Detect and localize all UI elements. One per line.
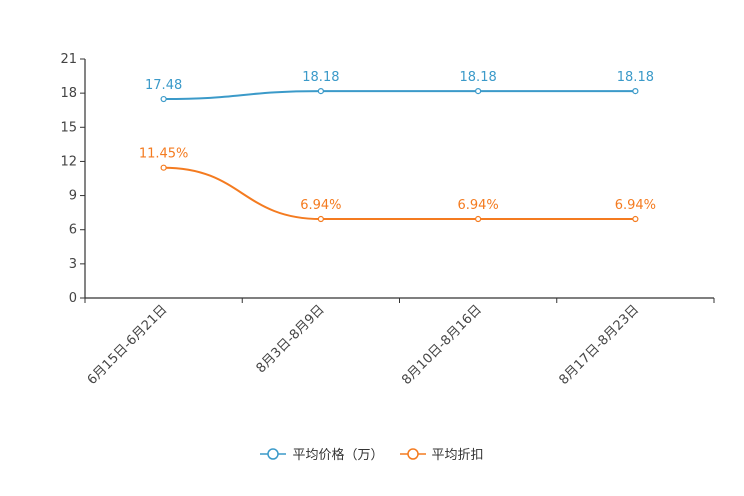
data-point[interactable] — [317, 215, 324, 223]
x-category-label: 8月17日-8月23日 — [556, 302, 642, 388]
line-chart: 0 3 6 9 12 15 18 21 6月15日-6月21日 8月3日-8月9日 8月10日-8… — [60, 52, 715, 388]
y-tick-label: 15 — [60, 120, 77, 135]
data-point[interactable] — [317, 87, 324, 95]
legend-line-circle-icon — [399, 447, 426, 460]
y-tick-label: 6 — [69, 223, 77, 238]
data-label: 18.18 — [302, 70, 339, 85]
y-tick-label: 18 — [60, 86, 77, 101]
y-tick-label: 0 — [69, 291, 77, 306]
legend-item-discount[interactable]: 平均折扣 — [399, 444, 484, 463]
x-category-label: 6月15日-6月21日 — [85, 302, 171, 388]
data-point[interactable] — [160, 95, 167, 103]
y-tick-label: 21 — [60, 52, 77, 67]
y-tick-label: 9 — [69, 189, 77, 204]
data-point[interactable] — [160, 164, 167, 171]
x-category-label: 8月3日-8月9日 — [254, 302, 328, 376]
data-label: 6.94% — [300, 198, 341, 213]
data-label: 18.18 — [617, 70, 654, 85]
data-point[interactable] — [475, 87, 482, 95]
data-point[interactable] — [475, 215, 482, 223]
legend: 平均价格（万） 平均折扣 — [0, 444, 744, 463]
data-label: 11.45% — [139, 147, 189, 162]
series-1: 11.45% 6.94% 6.94% 6.94% — [139, 147, 656, 223]
series-layer: 17.48 18.18 18.18 18.18 11.45% 6.94% 6.94% 6.94… — [139, 70, 656, 223]
legend-label-discount: 平均折扣 — [431, 448, 484, 463]
legend-line-circle-icon — [260, 447, 287, 460]
y-tick-label: 12 — [60, 154, 77, 169]
data-point[interactable] — [632, 215, 639, 223]
series-line — [163, 90, 636, 101]
legend-label-price: 平均价格（万） — [292, 448, 384, 463]
y-axis: 0 3 6 9 12 15 18 21 — [60, 52, 86, 306]
x-axis: 6月15日-6月21日 8月3日-8月9日 8月10日-8月16日 8月17日-8月2… — [84, 297, 715, 388]
series-0: 17.48 18.18 18.18 18.18 — [145, 70, 654, 103]
data-label: 18.18 — [460, 70, 497, 85]
y-tick-label: 3 — [69, 257, 77, 272]
data-point[interactable] — [632, 87, 639, 95]
data-label: 6.94% — [457, 198, 498, 213]
legend-item-price[interactable]: 平均价格（万） — [260, 444, 384, 463]
series-line — [163, 166, 636, 221]
data-label: 6.94% — [615, 198, 656, 213]
data-label: 17.48 — [145, 78, 182, 93]
x-category-label: 8月10日-8月16日 — [399, 302, 485, 388]
